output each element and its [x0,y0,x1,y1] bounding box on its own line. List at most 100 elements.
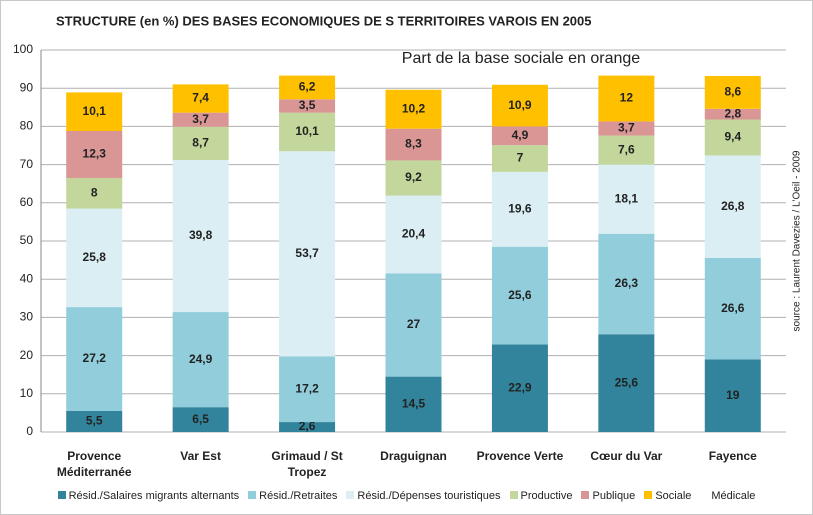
y-tick-label: 90 [20,80,34,94]
x-tick-label: Provence Verte [476,449,564,463]
y-tick-label: 80 [20,119,34,133]
legend-label: Résid./Dépenses touristiques [357,490,501,502]
value-label: 10,1 [83,104,107,118]
bar-segment [172,112,229,127]
bar-segment [704,359,761,432]
bar-segment [66,130,123,178]
bar-segment [279,422,336,432]
bar-segment [172,84,229,113]
x-tick-label: Provence Méditerranée [56,449,132,479]
legend-label: Productive [520,490,573,502]
value-label: 12,3 [83,147,107,161]
legend-swatch [57,491,66,499]
value-label: 6,5 [192,412,209,426]
bar-segment [598,233,655,335]
legend-item: Résid./Salaires migrants alternants [57,490,240,502]
y-tick-label: 0 [26,424,33,438]
value-label: 26,8 [721,199,745,213]
bar-segment [598,121,655,136]
value-label: 3,7 [618,121,635,135]
legend-swatch [644,491,653,499]
value-label: 27,2 [83,351,107,365]
x-tick-label: Cœur du Var [590,449,663,463]
value-label: 22,9 [508,380,532,394]
value-label: 17,2 [295,381,319,395]
y-tick-label: 100 [13,42,33,56]
legend-label: Médicale [711,490,756,502]
value-label: 8 [91,185,98,199]
value-label: 6,2 [299,80,316,94]
x-tick-label: Fayence [708,449,757,463]
bar-segment [491,344,548,432]
y-tick-label: 50 [20,233,34,247]
bar-segment [491,171,548,247]
bar-segment [385,376,442,432]
value-label: 10,9 [508,98,532,112]
value-label: 7,4 [192,91,209,105]
value-label: 14,5 [402,396,426,410]
y-tick-label: 20 [20,348,34,362]
legend-item: Sociale [644,490,691,502]
value-label: 25,6 [615,375,639,389]
bar-segment [279,99,336,113]
legend-label: Résid./Salaires migrants alternants [68,490,240,502]
bar-segment [598,334,655,432]
value-label: 9,4 [724,130,741,144]
value-label: 25,8 [83,250,107,264]
y-tick-label: 40 [20,271,34,285]
value-label: 3,5 [299,98,316,112]
legend-swatch [581,491,590,499]
legend-swatch [700,491,709,499]
value-label: 26,6 [721,301,745,315]
bar-segment [385,195,442,274]
chart-subtitle: Part de la base sociale en orange [402,50,640,67]
y-tick-label: 30 [20,310,34,324]
bar-segment [279,356,336,423]
bar-segment [598,164,655,234]
value-label: 5,5 [86,414,103,428]
bar-segment [704,108,761,120]
value-label: 9,2 [405,170,422,184]
legend-item: Publique [581,490,635,502]
bar-segment [66,177,123,209]
x-tick-label: Var Est [180,449,221,463]
value-label: 3,7 [192,112,209,126]
bar-segment [66,92,123,131]
bar-segment [491,126,548,146]
legend-item: Médicale [700,490,755,502]
value-label: 10,2 [402,101,426,115]
bar-segment [598,75,655,122]
value-label: 18,1 [615,191,639,205]
legend: Résid./Salaires migrants alternants Résid… [1,490,812,502]
value-label: 25,6 [508,288,532,302]
bar-segment [172,160,229,313]
bar-segment [172,407,229,432]
legend-label: Résid./Retraites [259,490,338,502]
y-tick-label: 70 [20,157,34,171]
legend-swatch [248,491,257,499]
bar-segment [491,145,548,172]
bar-segment [385,89,442,129]
x-tick-label: Draguignan [380,449,447,463]
value-label: 4,9 [512,128,529,142]
value-label: 27 [407,317,421,331]
bar-segment [172,312,229,408]
bar-segment [279,151,336,357]
value-label: 19,6 [508,201,532,215]
bar-segment [385,160,442,196]
y-tick-label: 60 [20,195,34,209]
value-label: 20,4 [402,227,426,241]
bar-segment [385,128,442,161]
legend-item: Résid./Dépenses touristiques [346,490,501,502]
x-tick-label: Grimaud / St Tropez [271,449,343,479]
value-label: 2,6 [299,419,316,433]
legend-label: Publique [592,490,636,502]
value-label: 8,6 [724,85,741,99]
bar-segment [704,257,761,360]
legend-item: Productive [509,490,573,502]
y-tick-label: 10 [20,386,34,400]
bar-segment [491,84,548,127]
value-label: 26,3 [615,276,639,290]
